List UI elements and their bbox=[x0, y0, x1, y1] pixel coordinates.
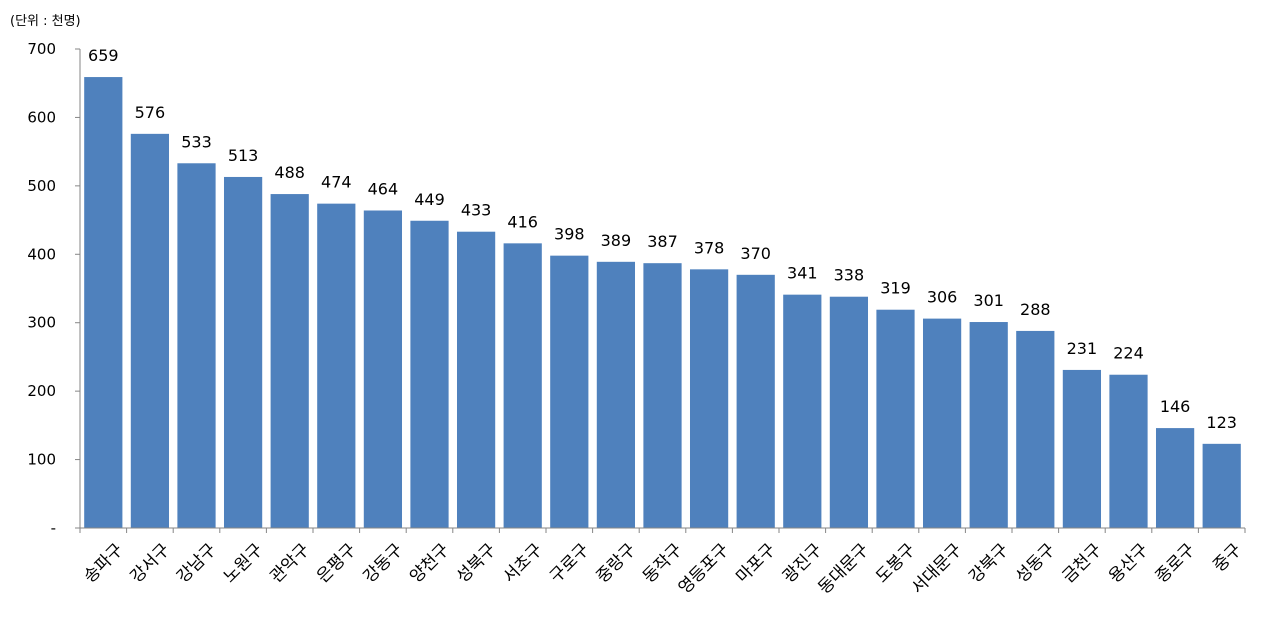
category-label: 영등포구 bbox=[675, 540, 733, 598]
y-tick-label: 300 bbox=[27, 314, 56, 332]
category-label: 양천구 bbox=[406, 540, 453, 587]
bar bbox=[783, 294, 822, 528]
y-tick-label: 400 bbox=[27, 245, 56, 263]
data-label: 488 bbox=[274, 163, 305, 182]
data-label: 123 bbox=[1206, 413, 1237, 432]
data-label: 370 bbox=[740, 244, 771, 263]
data-label: 319 bbox=[880, 279, 911, 298]
bar bbox=[596, 261, 636, 528]
bar bbox=[270, 194, 309, 528]
bar bbox=[922, 318, 962, 528]
y-tick-label: - bbox=[51, 519, 56, 537]
category-label: 강남구 bbox=[173, 540, 220, 587]
bar bbox=[503, 243, 542, 528]
category-label: 은평구 bbox=[313, 540, 360, 587]
data-label: 146 bbox=[1160, 397, 1191, 416]
data-label: 378 bbox=[694, 238, 725, 257]
bar bbox=[317, 203, 356, 529]
category-label: 서대문구 bbox=[908, 540, 966, 598]
category-label: 구로구 bbox=[546, 540, 593, 587]
y-axis: - 100 200 300 400 500 600 700 bbox=[27, 40, 81, 537]
data-labels: 659 576 533 513 488 474 464 449 433 416 398 389 387 3… bbox=[88, 46, 1237, 432]
bar bbox=[1155, 428, 1195, 528]
bar bbox=[177, 163, 216, 529]
bar bbox=[829, 296, 869, 528]
category-label: 금천구 bbox=[1059, 540, 1106, 587]
bar bbox=[689, 269, 729, 528]
data-label: 224 bbox=[1113, 344, 1144, 363]
category-label: 송파구 bbox=[80, 540, 127, 587]
data-label: 513 bbox=[228, 146, 259, 165]
category-label: 강서구 bbox=[127, 540, 174, 587]
data-label: 659 bbox=[88, 46, 119, 65]
y-tick-label: 600 bbox=[27, 108, 56, 126]
bar bbox=[223, 176, 263, 528]
category-label: 중구 bbox=[1209, 540, 1245, 576]
data-label: 576 bbox=[135, 103, 166, 122]
data-label: 387 bbox=[647, 232, 678, 251]
bar bbox=[643, 263, 682, 528]
bar bbox=[1016, 330, 1055, 528]
data-label: 433 bbox=[461, 201, 492, 220]
data-label: 301 bbox=[973, 291, 1004, 310]
data-label: 338 bbox=[834, 266, 865, 285]
category-label: 마포구 bbox=[732, 540, 779, 587]
category-label: 서초구 bbox=[499, 540, 546, 587]
bar bbox=[969, 322, 1008, 528]
bar bbox=[456, 231, 496, 528]
category-label: 강동구 bbox=[360, 540, 407, 587]
bar bbox=[84, 77, 123, 528]
bar bbox=[1109, 374, 1148, 528]
category-label: 동대문구 bbox=[815, 540, 873, 598]
bar bbox=[130, 133, 170, 528]
category-label: 강북구 bbox=[965, 540, 1012, 587]
x-axis: 송파구 강서구 강남구 노원구 관악구 은평구 강동구 양천구 성북구 서초구 구로구 중랑구 동작구영… bbox=[79, 527, 1246, 598]
bars bbox=[84, 77, 1241, 529]
data-label: 464 bbox=[368, 179, 399, 198]
bar bbox=[876, 309, 915, 528]
category-label: 용산구 bbox=[1105, 540, 1152, 587]
y-tick-label: 100 bbox=[27, 451, 56, 469]
data-label: 474 bbox=[321, 173, 352, 192]
data-label: 288 bbox=[1020, 300, 1051, 319]
category-label: 관악구 bbox=[266, 540, 313, 587]
data-label: 449 bbox=[414, 190, 445, 209]
category-label: 노원구 bbox=[220, 540, 267, 587]
unit-label: (단위 : 천명) bbox=[10, 14, 81, 29]
y-tick-label: 700 bbox=[27, 40, 56, 58]
y-tick-label: 500 bbox=[27, 177, 56, 195]
data-label: 416 bbox=[507, 212, 538, 231]
data-label: 389 bbox=[601, 231, 632, 250]
bar bbox=[736, 274, 775, 528]
bar bbox=[550, 255, 589, 528]
bar bbox=[363, 210, 403, 528]
data-label: 306 bbox=[927, 288, 958, 307]
data-label: 533 bbox=[181, 132, 212, 151]
bar bbox=[410, 220, 449, 528]
data-label: 341 bbox=[787, 264, 818, 283]
y-tick-label: 200 bbox=[27, 382, 56, 400]
category-label: 성동구 bbox=[1012, 540, 1059, 587]
bar bbox=[1202, 443, 1241, 528]
category-label: 종로구 bbox=[1152, 540, 1199, 587]
category-label: 중랑구 bbox=[593, 540, 640, 587]
bar bbox=[1062, 369, 1102, 528]
data-label: 398 bbox=[554, 225, 585, 244]
category-label: 성북구 bbox=[453, 540, 500, 587]
data-label: 231 bbox=[1067, 339, 1098, 358]
